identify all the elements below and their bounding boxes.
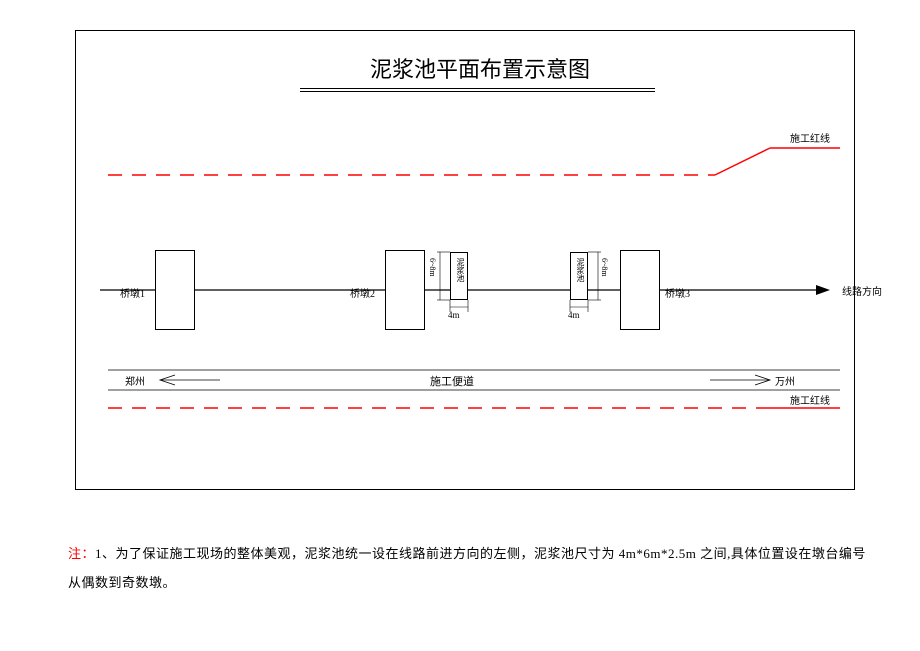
pond-2-dim-h: 6~8m bbox=[600, 258, 609, 277]
pier-3 bbox=[620, 250, 660, 330]
pier-1-label: 桥墩1 bbox=[120, 285, 145, 300]
pond-2-label: 泥浆池 bbox=[575, 258, 586, 282]
pier-2-label: 桥墩2 bbox=[350, 285, 375, 300]
pond-1-label: 泥浆池 bbox=[455, 258, 466, 282]
service-road-label: 施工便道 bbox=[430, 373, 474, 389]
pier-2 bbox=[385, 250, 425, 330]
footnote: 注：1、为了保证施工现场的整体美观，泥浆池统一设在线路前进方向的左侧，泥浆池尺寸… bbox=[68, 540, 868, 597]
pond-1-dim-w: 4m bbox=[448, 310, 460, 320]
pond-2-dim-w: 4m bbox=[568, 310, 580, 320]
diagram-title: 泥浆池平面布置示意图 bbox=[370, 52, 590, 84]
note-text: 1、为了保证施工现场的整体美观，泥浆池统一设在线路前进方向的左侧，泥浆池尺寸为 … bbox=[68, 546, 866, 590]
pond-1-dim-h: 6~8m bbox=[428, 258, 437, 277]
title-underline bbox=[300, 88, 655, 92]
pier-3-label: 桥墩3 bbox=[665, 285, 690, 300]
top-redline-label: 施工红线 bbox=[790, 130, 830, 145]
note-prefix: 注： bbox=[68, 546, 95, 561]
right-city-label: 万州 bbox=[775, 373, 795, 388]
left-city-label: 郑州 bbox=[125, 373, 145, 388]
pier-1 bbox=[155, 250, 195, 330]
bottom-redline-label: 施工红线 bbox=[790, 392, 830, 407]
centerline-label: 线路方向 bbox=[842, 283, 882, 298]
